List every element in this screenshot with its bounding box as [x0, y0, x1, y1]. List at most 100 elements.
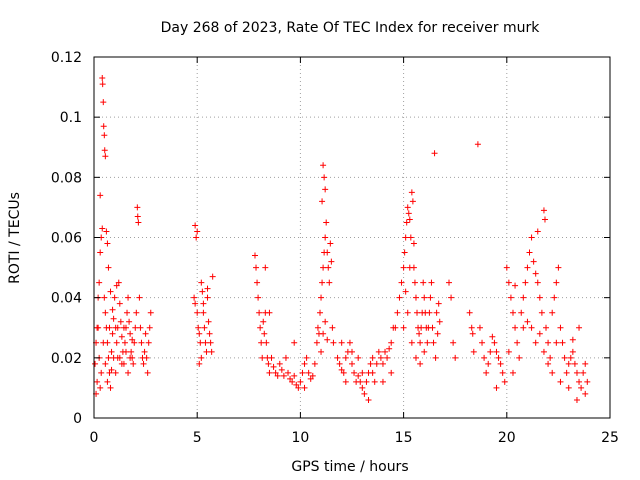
data-point — [420, 279, 427, 286]
data-point — [407, 234, 414, 241]
data-point — [199, 288, 206, 295]
data-point — [145, 339, 152, 346]
data-point — [205, 318, 212, 325]
data-point — [101, 294, 108, 301]
data-point — [324, 336, 331, 343]
data-point — [379, 378, 386, 385]
data-point — [371, 378, 378, 385]
data-point — [553, 339, 560, 346]
data-point — [97, 384, 104, 391]
data-point — [100, 339, 107, 346]
data-point — [191, 294, 198, 301]
data-point — [417, 360, 424, 367]
data-point — [198, 279, 205, 286]
data-point — [254, 279, 261, 286]
data-point — [540, 348, 547, 355]
data-point — [106, 324, 113, 331]
data-point — [406, 216, 413, 223]
data-point — [569, 348, 576, 355]
data-point — [412, 354, 419, 361]
data-point — [382, 348, 389, 355]
data-point — [101, 132, 108, 139]
data-point — [293, 381, 300, 388]
x-tick-labels: 0 5 10 15 20 25 — [90, 430, 619, 446]
data-point — [102, 153, 109, 160]
data-point — [388, 369, 395, 376]
data-point — [497, 360, 504, 367]
data-point — [320, 264, 327, 271]
data-point — [540, 207, 547, 214]
data-point — [369, 369, 376, 376]
data-point — [204, 294, 211, 301]
data-point — [111, 294, 118, 301]
x-tick-label: 5 — [193, 430, 202, 446]
data-point — [203, 348, 210, 355]
data-point — [361, 390, 368, 397]
data-point — [424, 339, 431, 346]
data-point — [485, 360, 492, 367]
data-point — [338, 366, 345, 373]
data-point — [305, 369, 312, 376]
data-point — [102, 309, 109, 316]
data-point — [297, 378, 304, 385]
data-point — [118, 360, 125, 367]
data-point — [434, 330, 441, 337]
data-point — [132, 324, 139, 331]
data-point — [428, 279, 435, 286]
data-point — [301, 360, 308, 367]
data-point — [110, 354, 117, 361]
data-point — [258, 339, 265, 346]
data-point — [272, 369, 279, 376]
data-point — [204, 285, 211, 292]
data-point — [388, 339, 395, 346]
data-point — [349, 360, 355, 367]
data-point — [261, 330, 268, 337]
data-point — [126, 318, 133, 325]
data-point — [142, 330, 149, 337]
data-point — [336, 360, 343, 367]
data-point — [318, 348, 325, 355]
data-point — [392, 324, 399, 331]
data-point — [516, 354, 523, 361]
y-tick-label: 0.1 — [60, 110, 82, 126]
data-point — [262, 264, 269, 271]
data-point — [301, 384, 308, 391]
data-point — [202, 339, 209, 346]
data-point — [446, 279, 453, 286]
data-point — [121, 339, 128, 346]
data-point — [147, 309, 154, 316]
data-point — [530, 258, 537, 265]
data-point — [409, 198, 416, 205]
data-point — [404, 309, 411, 316]
data-point — [384, 354, 391, 361]
data-point — [351, 369, 358, 376]
data-point — [125, 294, 132, 301]
data-point — [505, 348, 512, 355]
data-point — [355, 372, 362, 379]
data-point — [110, 315, 117, 322]
data-point — [327, 240, 334, 247]
data-point — [140, 360, 147, 367]
data-point — [133, 309, 140, 316]
data-point — [322, 186, 329, 193]
data-point — [435, 300, 442, 307]
data-point — [377, 354, 384, 361]
data-point — [299, 369, 306, 376]
data-point — [325, 264, 332, 271]
data-point — [474, 141, 481, 148]
data-point — [318, 294, 325, 301]
data-point — [565, 360, 572, 367]
data-point — [532, 270, 539, 277]
data-point — [259, 354, 266, 361]
data-point — [291, 339, 298, 346]
data-point — [373, 360, 380, 367]
data-point — [452, 354, 459, 361]
data-point — [342, 354, 349, 361]
data-point — [257, 324, 264, 331]
data-point — [469, 330, 476, 337]
x-axis-label: GPS time / hours — [291, 459, 408, 475]
data-point — [414, 309, 421, 316]
data-point — [334, 354, 341, 361]
data-point — [201, 324, 208, 331]
data-point — [543, 324, 550, 331]
